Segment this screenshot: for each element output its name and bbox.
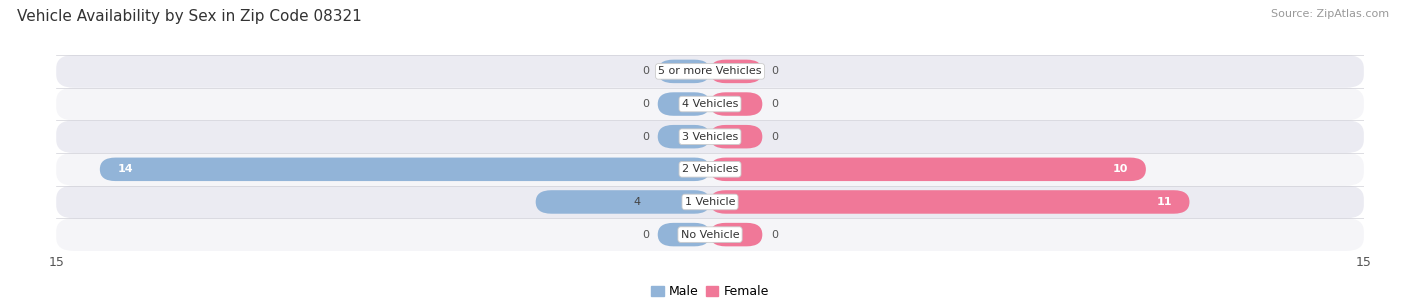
Text: 5 or more Vehicles: 5 or more Vehicles	[658, 66, 762, 76]
Text: Vehicle Availability by Sex in Zip Code 08321: Vehicle Availability by Sex in Zip Code …	[17, 9, 361, 24]
Text: Source: ZipAtlas.com: Source: ZipAtlas.com	[1271, 9, 1389, 19]
Text: No Vehicle: No Vehicle	[681, 230, 740, 240]
FancyBboxPatch shape	[710, 125, 762, 148]
Legend: Male, Female: Male, Female	[647, 280, 773, 304]
FancyBboxPatch shape	[658, 223, 710, 246]
FancyBboxPatch shape	[710, 60, 762, 83]
FancyBboxPatch shape	[710, 190, 1189, 214]
Text: 2 Vehicles: 2 Vehicles	[682, 164, 738, 174]
Text: 0: 0	[643, 99, 650, 109]
FancyBboxPatch shape	[658, 125, 710, 148]
Text: 1 Vehicle: 1 Vehicle	[685, 197, 735, 207]
FancyBboxPatch shape	[56, 186, 1364, 218]
Text: 14: 14	[117, 164, 134, 174]
Text: 0: 0	[643, 230, 650, 240]
FancyBboxPatch shape	[56, 88, 1364, 120]
FancyBboxPatch shape	[536, 190, 710, 214]
FancyBboxPatch shape	[100, 158, 710, 181]
FancyBboxPatch shape	[56, 153, 1364, 186]
FancyBboxPatch shape	[710, 158, 1146, 181]
Text: 0: 0	[643, 132, 650, 142]
FancyBboxPatch shape	[658, 60, 710, 83]
FancyBboxPatch shape	[56, 218, 1364, 251]
Text: 3 Vehicles: 3 Vehicles	[682, 132, 738, 142]
FancyBboxPatch shape	[56, 120, 1364, 153]
Text: 0: 0	[770, 132, 778, 142]
Text: 0: 0	[770, 230, 778, 240]
FancyBboxPatch shape	[658, 92, 710, 116]
FancyBboxPatch shape	[710, 92, 762, 116]
Text: 11: 11	[1157, 197, 1173, 207]
FancyBboxPatch shape	[710, 223, 762, 246]
Text: 0: 0	[770, 66, 778, 76]
Text: 0: 0	[770, 99, 778, 109]
FancyBboxPatch shape	[56, 55, 1364, 88]
Text: 10: 10	[1114, 164, 1129, 174]
Text: 4: 4	[633, 197, 640, 207]
Text: 4 Vehicles: 4 Vehicles	[682, 99, 738, 109]
Text: 0: 0	[643, 66, 650, 76]
